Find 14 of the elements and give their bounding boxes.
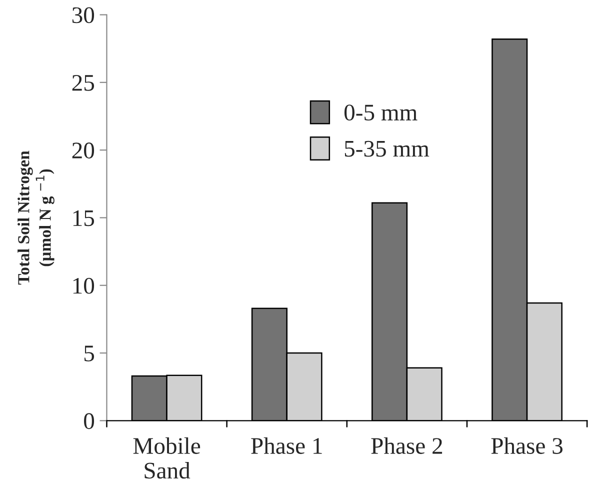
y-tick-label: 10 [73,278,94,294]
legend-label: 5-35 mm [344,140,430,157]
y-tick-label: 0 [84,413,94,430]
x-tick-label: Mobile Sand [133,437,200,479]
y-tick-label: 15 [73,210,94,226]
x-tick-label: Phase 2 [371,437,442,454]
y-tick-label: 25 [72,74,94,91]
legend-label: 0-5 mm [344,104,418,121]
y-tick-label: 30 [72,7,94,24]
y-tick-label: 20 [72,142,94,158]
x-tick-label: Phase 3 [491,437,562,454]
y-axis-title: Total Soil Nitrogen (µmol N g $^{−1}$) [18,150,54,285]
y-tick-label: 5 [84,346,94,362]
x-tick-label: Phase 1 [251,437,322,454]
